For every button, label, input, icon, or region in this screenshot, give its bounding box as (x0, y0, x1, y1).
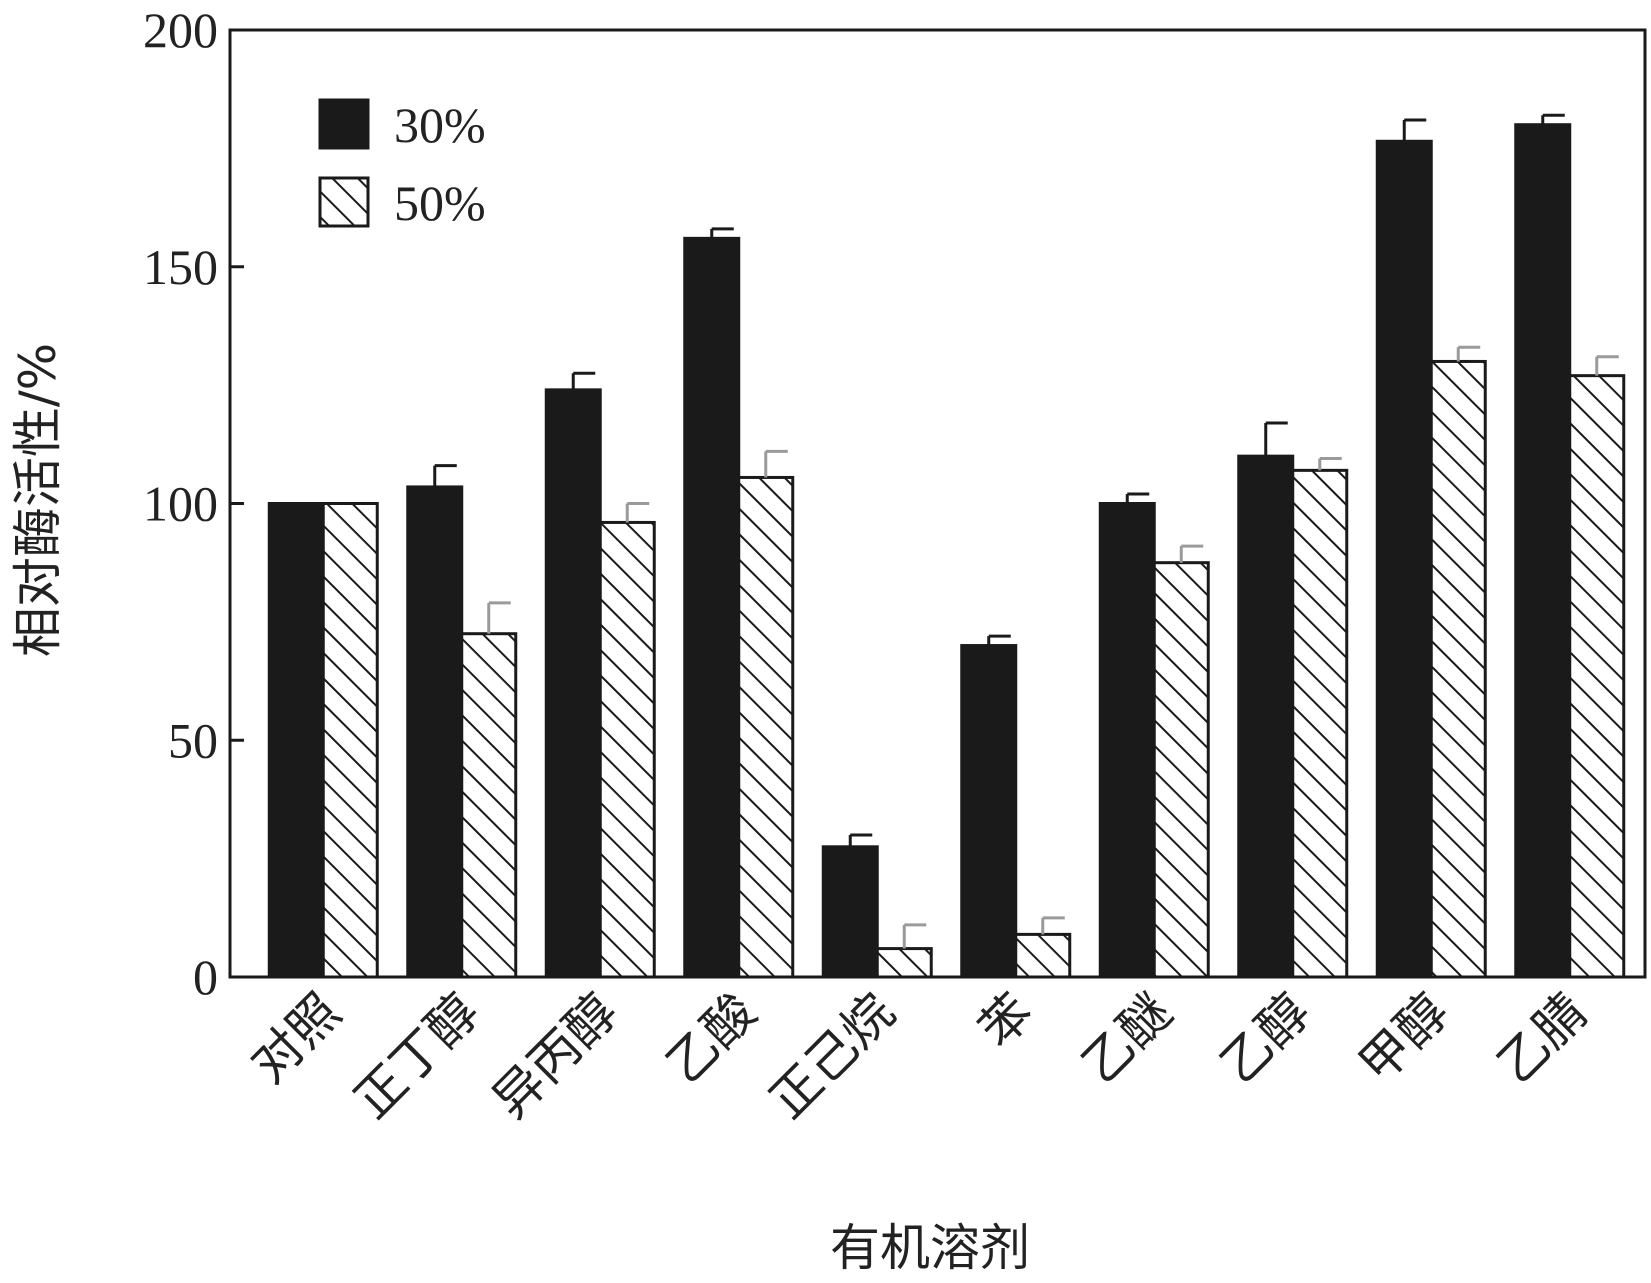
x-category-label-0: 对照 (240, 982, 352, 1094)
x-category-label-5: 苯 (968, 982, 1044, 1058)
y-tick-label: 150 (143, 239, 218, 295)
y-tick-label: 100 (143, 476, 218, 532)
bar-series2-8 (1429, 359, 1487, 979)
y-tick-label: 50 (168, 712, 218, 768)
bar-series2-6 (1152, 561, 1210, 979)
x-category-label-7: 乙醇 (1210, 982, 1322, 1094)
y-axis: 0 50 100 150 200 (143, 2, 244, 1005)
bar-series2-0 (321, 502, 379, 979)
bar-series2-1 (460, 632, 518, 979)
bar-series2-5 (1014, 932, 1072, 979)
bar-series1-0 (267, 502, 325, 979)
x-category-label-4: 正己烷 (759, 982, 906, 1129)
bar-series (267, 113, 1626, 979)
y-tick-label: 0 (193, 949, 218, 1005)
x-category-label-6: 乙醚 (1071, 982, 1183, 1094)
bar-series1-5 (960, 644, 1018, 979)
x-category-label-1: 正丁醇 (343, 982, 490, 1129)
bar-series1-3 (683, 236, 741, 979)
bar-series2-7 (1291, 468, 1349, 979)
bar-series2-3 (737, 475, 795, 979)
x-axis-labels: 对照正丁醇异丙醇 乙酸正己烷苯乙醚 乙醇 甲醇 乙腈 (240, 982, 1598, 1129)
bar-series1-1 (406, 485, 464, 979)
legend: 30%50% (318, 97, 486, 231)
legend-label-2: 50% (394, 175, 486, 231)
y-axis-title: 相对酶活性/% (9, 343, 67, 657)
x-category-label-8: 甲醇 (1348, 982, 1460, 1094)
legend-swatch-1 (318, 98, 370, 150)
bar-series1-8 (1375, 139, 1433, 979)
legend-swatch-2 (318, 176, 370, 228)
bar-series1-6 (1098, 502, 1156, 979)
bar-series1-9 (1514, 123, 1572, 979)
x-category-label-9: 乙腈 (1487, 982, 1599, 1094)
x-category-label-2: 异丙醇 (482, 982, 629, 1129)
bar-series1-2 (544, 388, 602, 979)
bar-series2-4 (875, 947, 933, 979)
x-category-label-3: 乙酸 (656, 982, 768, 1094)
y-tick-label: 200 (143, 2, 218, 58)
bar-series1-7 (1237, 454, 1295, 979)
legend-label-1: 30% (394, 97, 486, 153)
bar-series2-9 (1568, 374, 1626, 979)
bar-series2-2 (598, 520, 656, 979)
x-axis-title: 有机溶剂 (830, 1219, 1030, 1277)
bar-series1-4 (821, 845, 879, 979)
